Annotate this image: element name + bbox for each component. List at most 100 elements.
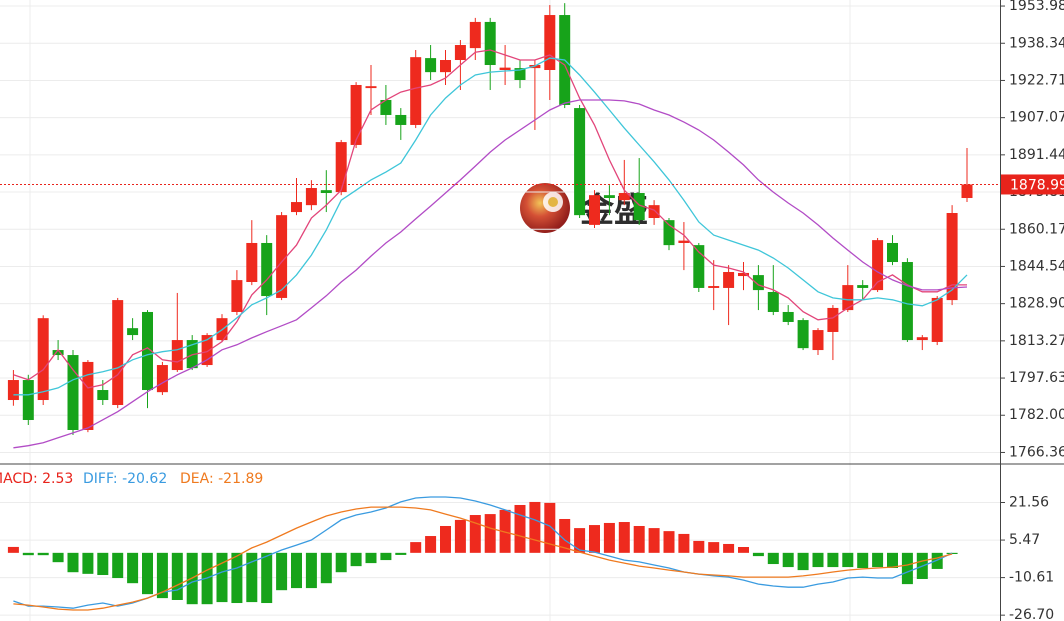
- macd-bar: [469, 515, 481, 553]
- macd-bar: [454, 519, 466, 553]
- y-tick-label: 1782.00: [1009, 407, 1064, 423]
- macd-bar: [305, 552, 317, 589]
- line-series: [13, 506, 953, 611]
- candle-body: [827, 307, 839, 332]
- macd-bar: [529, 501, 541, 553]
- candle-body: [872, 240, 884, 291]
- candle-body: [410, 57, 422, 125]
- candle-body: [916, 337, 928, 341]
- macd-bar: [738, 547, 749, 553]
- macd-bar: [350, 552, 362, 567]
- candle-body: [395, 114, 407, 125]
- macd-bar: [767, 552, 779, 565]
- macd-bar: [261, 552, 273, 604]
- macd-bar: [887, 552, 898, 569]
- macd-bar: [589, 525, 600, 553]
- candle-body: [842, 285, 854, 311]
- macd-bar: [842, 552, 854, 568]
- candle-body: [767, 291, 779, 312]
- macd-bar: [663, 531, 675, 553]
- candle-body: [678, 240, 690, 243]
- candle-body: [723, 272, 735, 288]
- macd-bar: [22, 552, 34, 556]
- macd-bar: [514, 504, 526, 553]
- macd-bar: [67, 552, 79, 573]
- candle-body: [603, 195, 615, 199]
- logo-dot: [548, 197, 558, 207]
- y-tick-label: 1907.07: [1009, 110, 1064, 126]
- candle-body: [469, 21, 481, 49]
- macd-bar: [499, 509, 511, 553]
- candle-body: [171, 340, 183, 371]
- last-price-box: [1001, 174, 1064, 195]
- macd-bar: [440, 525, 451, 553]
- candle-body: [52, 350, 64, 356]
- y-tick-label: 1938.34: [1009, 35, 1064, 51]
- candle-body: [305, 188, 317, 206]
- macd-bar: [320, 552, 332, 584]
- macd-bar: [231, 552, 243, 604]
- candle-body: [291, 202, 302, 213]
- y-tick-label: 1922.71: [1009, 72, 1064, 88]
- y-tick-label: 1813.27: [1009, 333, 1064, 349]
- line-series: [13, 496, 953, 609]
- y-tick-label: 1766.36: [1009, 444, 1064, 460]
- macd-bar: [171, 552, 183, 600]
- macd-bar: [723, 543, 735, 553]
- macd-bar: [335, 552, 347, 573]
- y-tick-label: 5.47: [1009, 532, 1040, 548]
- macd-bar: [425, 536, 437, 553]
- macd-bar: [574, 528, 586, 553]
- candle-body: [22, 380, 34, 421]
- macd-bar: [931, 552, 943, 569]
- y-tick-label: 21.56: [1009, 495, 1049, 511]
- candle-body: [425, 58, 437, 73]
- candle-body: [738, 272, 749, 277]
- candle-body: [618, 193, 630, 201]
- macd-bar: [484, 514, 496, 553]
- candle-body: [961, 184, 973, 199]
- line-series: [13, 57, 968, 396]
- indicator-label: MACD: 2.53: [0, 471, 73, 487]
- candle-body: [648, 205, 660, 218]
- y-tick-label: -26.70: [1009, 607, 1054, 621]
- candle-body: [201, 335, 213, 366]
- macd-bar: [618, 522, 630, 553]
- candle-body: [380, 99, 392, 115]
- candle-body: [663, 220, 675, 246]
- candle-body: [37, 318, 49, 401]
- candle-body: [454, 45, 466, 61]
- macd-bar: [901, 552, 913, 585]
- candle-body: [7, 380, 19, 401]
- macd-bar: [112, 552, 124, 579]
- macd-bar: [395, 552, 407, 555]
- candle-body: [261, 242, 273, 297]
- macd-bar: [52, 552, 64, 563]
- candle-body: [589, 195, 600, 225]
- candle-body: [514, 68, 526, 80]
- y-tick-label: 1828.90: [1009, 296, 1064, 312]
- candle-body: [142, 311, 153, 391]
- macd-bar: [782, 552, 794, 568]
- macd-bar: [142, 552, 153, 595]
- y-tick-label: 1844.54: [1009, 258, 1064, 274]
- line-series: [13, 49, 967, 389]
- macd-bar: [827, 552, 839, 568]
- macd-bar: [410, 542, 422, 553]
- macd-bar: [7, 546, 19, 553]
- candle-body: [231, 280, 243, 312]
- macd-bar: [797, 552, 809, 571]
- candle-body: [365, 86, 377, 89]
- candle-body: [857, 285, 869, 288]
- candle-body: [276, 215, 288, 298]
- indicator-label: DEA: -21.89: [180, 471, 263, 487]
- candle-body: [752, 275, 764, 291]
- candle-body: [320, 190, 332, 194]
- macd-bar: [37, 552, 49, 556]
- candle-body: [335, 142, 347, 193]
- macd-bar: [127, 552, 139, 584]
- y-tick-label: 1797.63: [1009, 370, 1064, 386]
- candle-body: [156, 365, 168, 393]
